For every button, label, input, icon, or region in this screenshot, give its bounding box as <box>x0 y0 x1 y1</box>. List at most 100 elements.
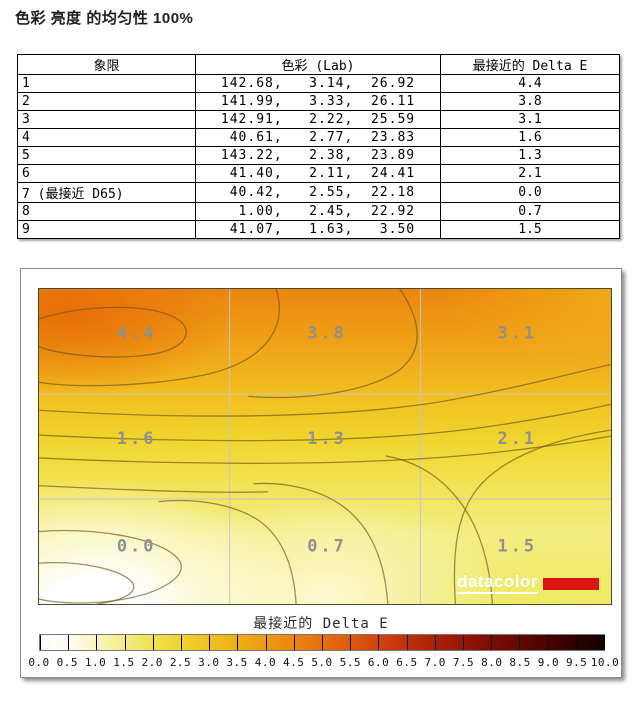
colorbar-tick <box>491 635 493 650</box>
cell-value: 1.3 <box>307 428 347 448</box>
colorbar-tick <box>124 635 126 650</box>
colorbar-tick <box>547 635 549 650</box>
colorbar-tick-label: 5.0 <box>311 656 333 669</box>
quadrant-cell: 1 <box>17 74 196 93</box>
delta-e-cell: 1.6 <box>440 128 620 147</box>
colorbar-tick <box>265 635 267 650</box>
delta-e-cell: 2.1 <box>440 164 620 183</box>
table-row: 1 142.68, 3.14, 26.92 4.4 <box>17 74 620 93</box>
quadrant-cell: 7 (最接近 D65) <box>17 182 196 203</box>
cell-value: 1.5 <box>498 535 538 555</box>
col-header-lab: 色彩 (Lab) <box>195 54 441 75</box>
page-title: 色彩 亮度 的均匀性 100% <box>15 10 194 27</box>
table-row: 5 143.22, 2.38, 23.89 1.3 <box>17 146 620 165</box>
colorbar-tick <box>209 635 211 650</box>
delta-e-cell: 1.3 <box>440 146 620 165</box>
uniformity-chart-panel: 4.4 3.8 3.1 1.6 1.3 2.1 0.0 0.7 1.5 data… <box>20 268 622 678</box>
datacolor-logo-text: datacolor <box>456 573 538 594</box>
lab-cell: 143.22, 2.38, 23.89 <box>195 146 441 165</box>
colorbar-tick-label: 1.0 <box>84 656 107 669</box>
cell-value: 3.8 <box>307 323 347 343</box>
quadrant-cell: 4 <box>17 128 196 147</box>
colorbar-tick-label: 5.5 <box>339 656 361 669</box>
colorbar-tick-label: 2.0 <box>141 656 163 669</box>
table-row: 8 1.00, 2.45, 22.92 0.7 <box>17 202 620 221</box>
colorbar-tick <box>519 635 521 650</box>
colorbar-tick <box>293 635 295 650</box>
datacolor-logo-red-bar <box>543 577 599 590</box>
quadrant-cell: 9 <box>17 220 196 239</box>
delta-e-cell: 3.1 <box>440 110 620 129</box>
colorbar-tick-label: 8.5 <box>509 656 531 669</box>
table-header-row: 象限 色彩 (Lab) 最接近的 Delta E <box>17 54 620 75</box>
contour-lines <box>39 289 611 604</box>
cell-value: 3.1 <box>498 323 538 343</box>
cell-value: 1.6 <box>117 428 157 448</box>
colorbar-tick-label: 8.0 <box>481 656 503 669</box>
lab-cell: 141.99, 3.33, 26.11 <box>195 92 441 111</box>
colorbar-labels: 0.0 0.5 1.0 1.5 2.0 2.5 3.0 3.5 4.0 4.5 5.0 5.5 6.0 6… <box>28 656 618 669</box>
colorbar-tick <box>40 635 41 650</box>
quadrant-cell: 5 <box>17 146 196 165</box>
colorbar-tick-label: 1.5 <box>113 656 135 669</box>
colorbar-gradient <box>39 634 605 651</box>
uniformity-table: 象限 色彩 (Lab) 最接近的 Delta E 1 142.68, 3.14,… <box>17 54 620 239</box>
col-header-quadrant: 象限 <box>17 54 196 75</box>
lab-cell: 142.91, 2.22, 25.59 <box>195 110 441 129</box>
delta-e-cell: 0.0 <box>440 182 620 203</box>
colorbar-tick-label: 2.5 <box>169 656 192 669</box>
table-row: 7 (最接近 D65) 40.42, 2.55, 22.18 0.0 <box>17 182 620 203</box>
cell-value: 0.0 <box>117 535 157 555</box>
colorbar-tick <box>378 635 380 650</box>
colorbar-title: 最接近的 Delta E <box>253 616 389 632</box>
colorbar-tick <box>434 635 436 650</box>
colorbar-tick <box>463 635 464 650</box>
cell-value: 2.1 <box>498 428 538 448</box>
colorbar-tick <box>68 635 70 650</box>
lab-cell: 142.68, 3.14, 26.92 <box>195 74 441 93</box>
colorbar-tick-label: 4.0 <box>254 656 277 669</box>
colorbar-tick-label: 7.0 <box>424 656 446 669</box>
colorbar-tick <box>406 635 408 650</box>
datacolor-logo: datacolor <box>456 573 599 594</box>
cell-value: 0.7 <box>307 535 347 555</box>
quadrant-cell: 3 <box>17 110 196 129</box>
table-row: 9 41.07, 1.63, 3.50 1.5 <box>17 220 620 239</box>
colorbar-tick-label: 9.5 <box>566 656 588 669</box>
colorbar-tick-label: 3.5 <box>226 656 248 669</box>
table-row: 2 141.99, 3.33, 26.11 3.8 <box>17 92 620 111</box>
colorbar-tick <box>350 635 352 650</box>
colorbar-tick <box>152 635 154 650</box>
lab-cell: 40.61, 2.77, 23.83 <box>195 128 441 147</box>
colorbar-tick <box>181 635 182 650</box>
colorbar-tick-label: 9.0 <box>537 656 560 669</box>
delta-e-cell: 0.7 <box>440 202 620 221</box>
col-header-delta-e: 最接近的 Delta E <box>440 54 620 75</box>
colorbar-tick-label: 10.0 <box>590 656 620 669</box>
quadrant-cell: 6 <box>17 164 196 183</box>
colorbar-tick-label: 0.5 <box>56 656 78 669</box>
quadrant-cell: 8 <box>17 202 196 221</box>
delta-e-cell: 3.8 <box>440 92 620 111</box>
colorbar-tick-label: 3.0 <box>198 656 220 669</box>
cell-value-labels: 4.4 3.8 3.1 1.6 1.3 2.1 0.0 0.7 1.5 <box>117 323 538 556</box>
lab-cell: 40.42, 2.55, 22.18 <box>195 182 441 203</box>
quadrant-cell: 2 <box>17 92 196 111</box>
cell-value: 4.4 <box>117 323 157 343</box>
lab-cell: 41.07, 1.63, 3.50 <box>195 220 441 239</box>
lab-cell: 1.00, 2.45, 22.92 <box>195 202 441 221</box>
colorbar-tick <box>322 635 323 650</box>
colorbar-tick <box>237 635 239 650</box>
colorbar-tick-label: 7.5 <box>452 656 475 669</box>
table-row: 6 41.40, 2.11, 24.41 2.1 <box>17 164 620 183</box>
colorbar-tick-label: 6.0 <box>367 656 390 669</box>
colorbar-tick-label: 6.5 <box>396 656 418 669</box>
table-row: 4 40.61, 2.77, 23.83 1.6 <box>17 128 620 147</box>
delta-e-cell: 1.5 <box>440 220 620 239</box>
colorbar-tick-label: 0.0 <box>28 656 50 669</box>
table-row: 3 142.91, 2.22, 25.59 3.1 <box>17 110 620 129</box>
colorbar-tick <box>96 635 98 650</box>
lab-cell: 41.40, 2.11, 24.41 <box>195 164 441 183</box>
colorbar-tick-label: 4.5 <box>283 656 305 669</box>
delta-e-cell: 4.4 <box>440 74 620 93</box>
